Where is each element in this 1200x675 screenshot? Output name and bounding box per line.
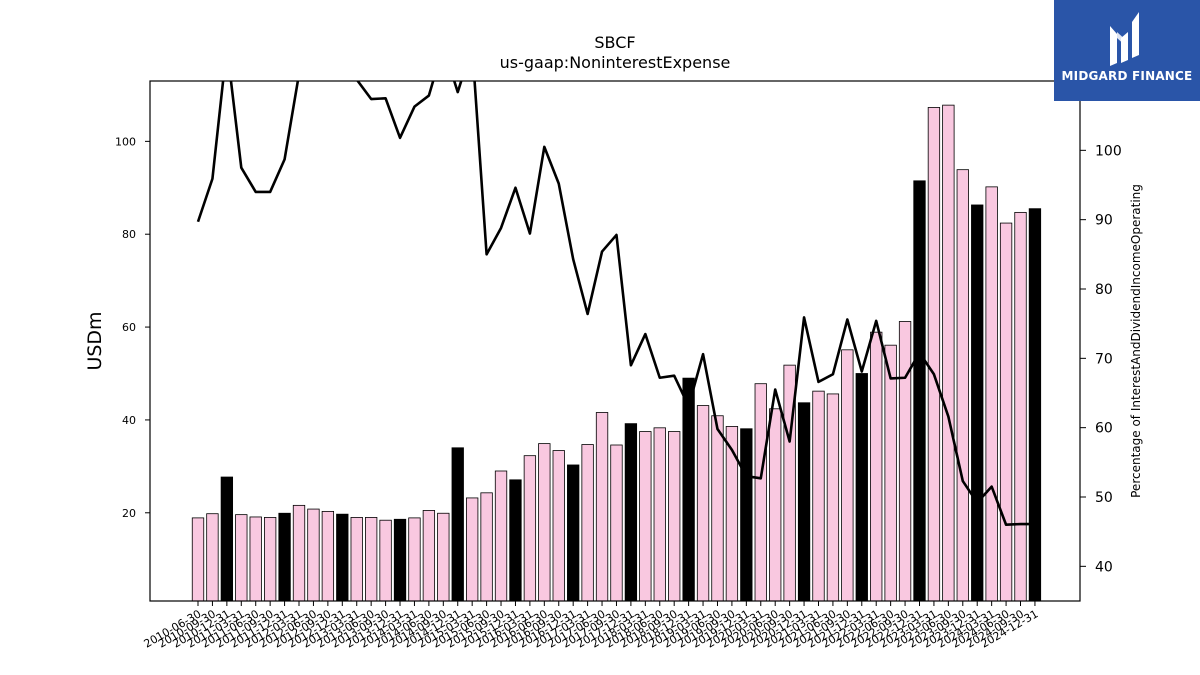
bar	[336, 513, 349, 602]
right-tick-label: 50	[1095, 490, 1113, 506]
bar	[668, 431, 681, 602]
right-tick-label: 90	[1095, 213, 1113, 229]
left-tick-label: 80	[122, 228, 136, 241]
bar	[826, 393, 840, 602]
bar	[191, 517, 205, 602]
bar	[1028, 208, 1042, 602]
bar	[754, 383, 767, 602]
bar	[494, 470, 508, 602]
left-tick-label: 40	[122, 414, 136, 427]
bar	[249, 516, 262, 602]
logo-mark-icon	[1110, 12, 1139, 66]
bar	[350, 517, 363, 602]
right-axis-label: Percentage of InterestAndDividendIncomeO…	[1129, 184, 1143, 498]
bar	[451, 447, 464, 602]
bar	[523, 455, 537, 602]
bar	[913, 180, 926, 602]
bar	[480, 492, 493, 602]
bar	[971, 204, 984, 602]
bar	[379, 519, 392, 602]
bar	[797, 402, 811, 602]
bar	[682, 377, 695, 602]
bar	[841, 349, 854, 602]
bar	[567, 464, 580, 602]
right-tick-label: 40	[1095, 559, 1113, 575]
bar	[581, 444, 594, 602]
bar	[898, 321, 912, 602]
bar	[956, 169, 969, 602]
bar	[1014, 211, 1027, 602]
bar	[422, 510, 436, 602]
x-axis: 2010-06-302010-09-302010-12-312011-03-31…	[142, 601, 1040, 651]
line-series	[196, 81, 1035, 527]
bar	[321, 510, 335, 602]
bar-series	[191, 104, 1042, 602]
bar	[365, 517, 378, 602]
right-tick-label: 80	[1095, 282, 1113, 298]
bar	[769, 408, 782, 602]
chart-title: SBCF	[594, 33, 635, 52]
bar	[653, 427, 666, 602]
bar	[393, 518, 407, 602]
plot-frame	[149, 80, 1081, 602]
bar	[595, 412, 609, 602]
bar	[292, 504, 306, 602]
bar	[639, 431, 652, 602]
bar	[466, 497, 479, 602]
bar	[870, 331, 883, 602]
right-axis: 40 50 60 70 80 90 100	[1080, 143, 1122, 575]
bar	[942, 104, 955, 602]
right-tick-label: 100	[1095, 143, 1122, 159]
bar	[812, 390, 825, 602]
bar	[235, 514, 248, 602]
right-tick-label: 60	[1095, 421, 1113, 437]
left-axis: 20 40 60 80 100	[115, 135, 150, 520]
left-tick-label: 100	[115, 135, 136, 148]
bar	[740, 428, 753, 602]
bar	[437, 512, 450, 602]
bar	[927, 107, 941, 602]
bar	[999, 222, 1013, 602]
bar	[985, 186, 998, 602]
line-path	[196, 81, 1035, 527]
bar	[263, 517, 277, 602]
bar	[307, 508, 320, 602]
left-tick-label: 20	[122, 507, 136, 520]
bar	[725, 426, 739, 602]
brand-logo: MIDGARD FINANCE	[1054, 0, 1200, 101]
bar	[206, 513, 219, 602]
bar	[624, 423, 638, 602]
right-tick-label: 70	[1095, 351, 1113, 367]
chart-subtitle: us-gaap:NoninterestExpense	[500, 53, 731, 72]
bar	[220, 476, 234, 602]
bar	[538, 443, 551, 602]
logo-text: MIDGARD FINANCE	[1061, 69, 1193, 83]
bar	[408, 517, 421, 602]
bar	[711, 415, 724, 602]
bar	[884, 344, 897, 602]
bar	[696, 405, 710, 602]
bar	[610, 444, 623, 602]
bar	[855, 373, 868, 602]
bar	[552, 450, 565, 602]
left-axis-label: USDm	[84, 311, 106, 370]
bar	[509, 479, 522, 602]
bar	[278, 512, 291, 602]
left-tick-label: 60	[122, 321, 136, 334]
